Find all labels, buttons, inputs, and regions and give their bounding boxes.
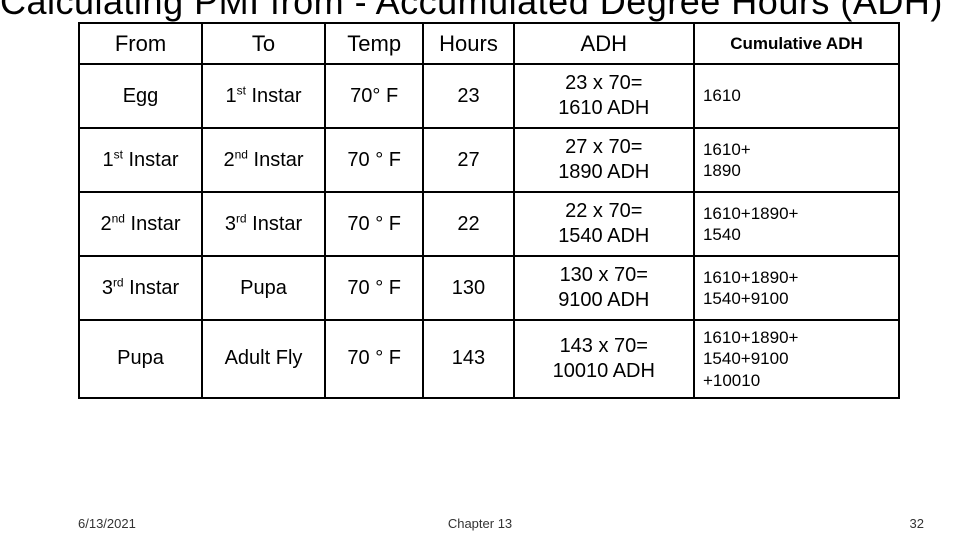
table-container: From To Temp Hours ADH Cumulative ADH Eg… [0,22,960,399]
cell-to: 2nd Instar [202,128,325,192]
cell-temp: 70 ° F [325,320,423,398]
cell-cumulative: 1610 [694,64,899,128]
footer-chapter: Chapter 13 [448,516,512,531]
col-adh: ADH [514,23,694,65]
table-header-row: From To Temp Hours ADH Cumulative ADH [79,23,899,65]
table-row: 2nd Instar3rd Instar70 ° F2222 x 70=1540… [79,192,899,256]
cell-adh: 23 x 70=1610 ADH [514,64,694,128]
col-cumulative: Cumulative ADH [694,23,899,65]
cell-temp: 70 ° F [325,128,423,192]
cell-from: 1st Instar [79,128,202,192]
table-row: 3rd InstarPupa70 ° F130130 x 70=9100 ADH… [79,256,899,320]
cell-adh: 27 x 70=1890 ADH [514,128,694,192]
cell-cumulative: 1610+1890 [694,128,899,192]
cell-to: Pupa [202,256,325,320]
cell-hours: 22 [423,192,513,256]
col-temp: Temp [325,23,423,65]
cell-hours: 143 [423,320,513,398]
cell-from: Pupa [79,320,202,398]
cell-cumulative: 1610+1890+1540+9100 [694,256,899,320]
cell-to: Adult Fly [202,320,325,398]
col-to: To [202,23,325,65]
col-hours: Hours [423,23,513,65]
cell-hours: 27 [423,128,513,192]
slide-title: Calculating PMI from - Accumulated Degre… [0,0,960,22]
cell-from: 3rd Instar [79,256,202,320]
cell-temp: 70 ° F [325,256,423,320]
cell-hours: 23 [423,64,513,128]
table-row: PupaAdult Fly70 ° F143143 x 70=10010 ADH… [79,320,899,398]
cell-adh: 143 x 70=10010 ADH [514,320,694,398]
cell-from: Egg [79,64,202,128]
cell-hours: 130 [423,256,513,320]
table-row: 1st Instar2nd Instar70 ° F2727 x 70=1890… [79,128,899,192]
footer-page: 32 [910,516,924,531]
table-row: Egg1st Instar70° F2323 x 70=1610 ADH1610 [79,64,899,128]
cell-temp: 70 ° F [325,192,423,256]
adh-table: From To Temp Hours ADH Cumulative ADH Eg… [78,22,900,399]
cell-cumulative: 1610+1890+1540 [694,192,899,256]
cell-cumulative: 1610+1890+1540+9100+10010 [694,320,899,398]
col-from: From [79,23,202,65]
cell-temp: 70° F [325,64,423,128]
cell-adh: 130 x 70=9100 ADH [514,256,694,320]
cell-adh: 22 x 70=1540 ADH [514,192,694,256]
cell-to: 1st Instar [202,64,325,128]
footer-date: 6/13/2021 [78,516,136,531]
cell-from: 2nd Instar [79,192,202,256]
cell-to: 3rd Instar [202,192,325,256]
